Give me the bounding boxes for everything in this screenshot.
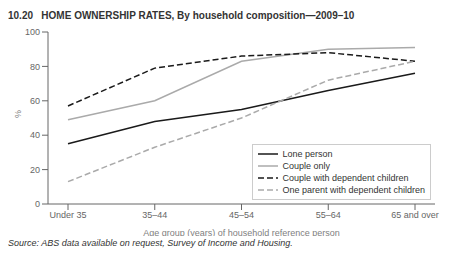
- html-text:One parent with dependent chil: One parent with dependent children: [282, 185, 425, 195]
- svg-text:20: 20: [30, 165, 40, 175]
- svg-text:Under 35: Under 35: [49, 210, 86, 220]
- svg-text:60: 60: [30, 96, 40, 106]
- svg-text:55–64: 55–64: [316, 210, 341, 220]
- html-text:10.20 HOME OWNERSHIP RATES, By: 10.20 HOME OWNERSHIP RATES, By household…: [8, 10, 355, 21]
- html-text:Lone person: Lone person: [282, 149, 333, 159]
- html-text:Couple only: Couple only: [282, 161, 330, 171]
- svg-text:45–54: 45–54: [229, 210, 254, 220]
- svg-text:Age group (years) of household: Age group (years) of household reference…: [143, 228, 340, 236]
- svg-text:100: 100: [25, 27, 40, 37]
- svg-text:40: 40: [30, 130, 40, 140]
- svg-text:65 and over: 65 and over: [391, 210, 439, 220]
- svg-text:0: 0: [35, 199, 40, 209]
- svg-text:80: 80: [30, 62, 40, 72]
- html-text:Source: ABS data available on: Source: ABS data available on request, S…: [8, 238, 293, 248]
- html-text:Couple with dependent children: Couple with dependent children: [282, 173, 409, 183]
- svg-text:%: %: [13, 110, 23, 118]
- svg-text:35–44: 35–44: [142, 210, 167, 220]
